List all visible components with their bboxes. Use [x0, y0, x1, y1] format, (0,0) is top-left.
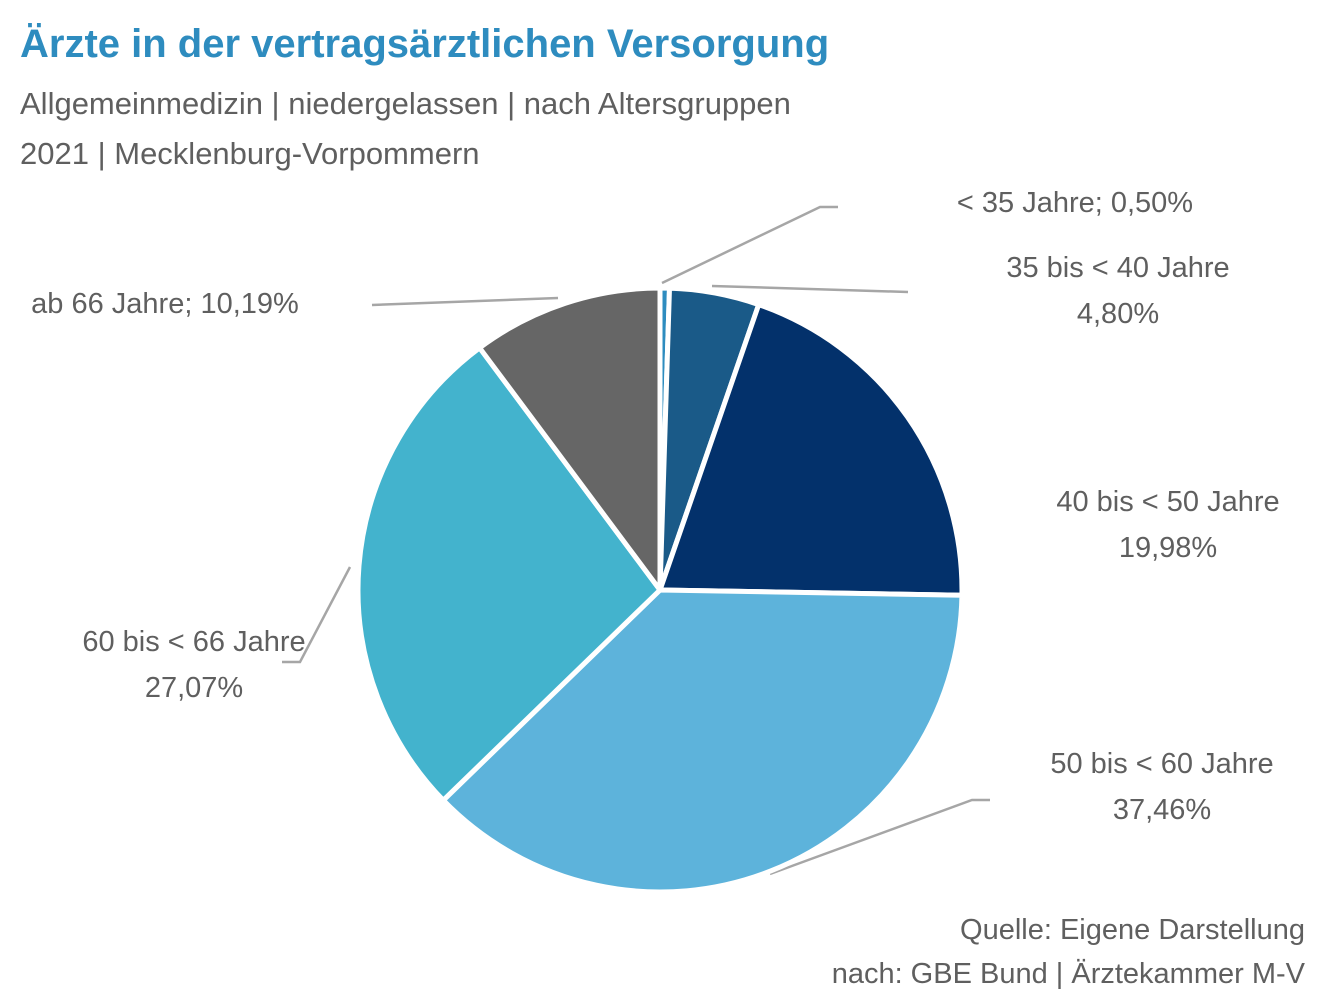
data-label-5: 60 bis < 66 Jahre 27,07%: [82, 626, 305, 704]
leader-line-4: [769, 798, 990, 876]
leader-line-1: [661, 205, 838, 285]
data-label-2-line-2: 4,80%: [1077, 298, 1159, 330]
data-label-2-line-1: 35 bis < 40 Jahre: [1006, 252, 1229, 284]
data-label-6-line-1: ab 66 Jahre; 10,19%: [31, 288, 299, 320]
data-label-5-line-1: 60 bis < 66 Jahre: [82, 626, 305, 658]
pie-slice-4: [440, 587, 965, 895]
data-label-1-line-1: < 35 Jahre; 0,50%: [957, 187, 1193, 219]
data-label-6: ab 66 Jahre; 10,19%: [31, 288, 299, 320]
leader-line-2: [711, 284, 909, 294]
leader-line-6: [371, 296, 559, 307]
data-label-3-line-2: 19,98%: [1119, 532, 1217, 564]
chart-subtitle-line1: Allgemeinmedizin | niedergelassen | nach…: [20, 86, 791, 121]
chart-title: Ärzte in der vertragsärztlichen Versorgu…: [20, 22, 830, 66]
data-label-4: 50 bis < 60 Jahre 37,46%: [1050, 748, 1273, 826]
pie-slice-5: [355, 345, 663, 803]
data-label-3-line-1: 40 bis < 50 Jahre: [1056, 486, 1279, 518]
data-label-5-line-2: 27,07%: [145, 672, 243, 704]
pie-slice-3: [657, 302, 965, 598]
source-line1: Quelle: Eigene Darstellung: [960, 914, 1305, 946]
data-label-4-line-2: 37,46%: [1113, 794, 1211, 826]
data-labels: < 35 Jahre; 0,50% 35 bis < 40 Jahre 4,80% 4…: [31, 187, 1279, 826]
data-label-1: < 35 Jahre; 0,50%: [957, 187, 1193, 219]
data-label-2: 35 bis < 40 Jahre 4,80%: [1006, 252, 1229, 330]
leader-line-5: [282, 566, 352, 664]
data-label-3: 40 bis < 50 Jahre 19,98%: [1056, 486, 1279, 564]
source-line2: nach: GBE Bund | Ärztekammer M-V: [831, 958, 1305, 990]
chart-subtitle-line2: 2021 | Mecklenburg-Vorpommern: [20, 136, 480, 171]
pie-slices: [355, 285, 965, 895]
data-label-4-line-1: 50 bis < 60 Jahre: [1050, 748, 1273, 780]
pie-slice-6: [477, 285, 663, 593]
leader-lines: [282, 205, 990, 876]
